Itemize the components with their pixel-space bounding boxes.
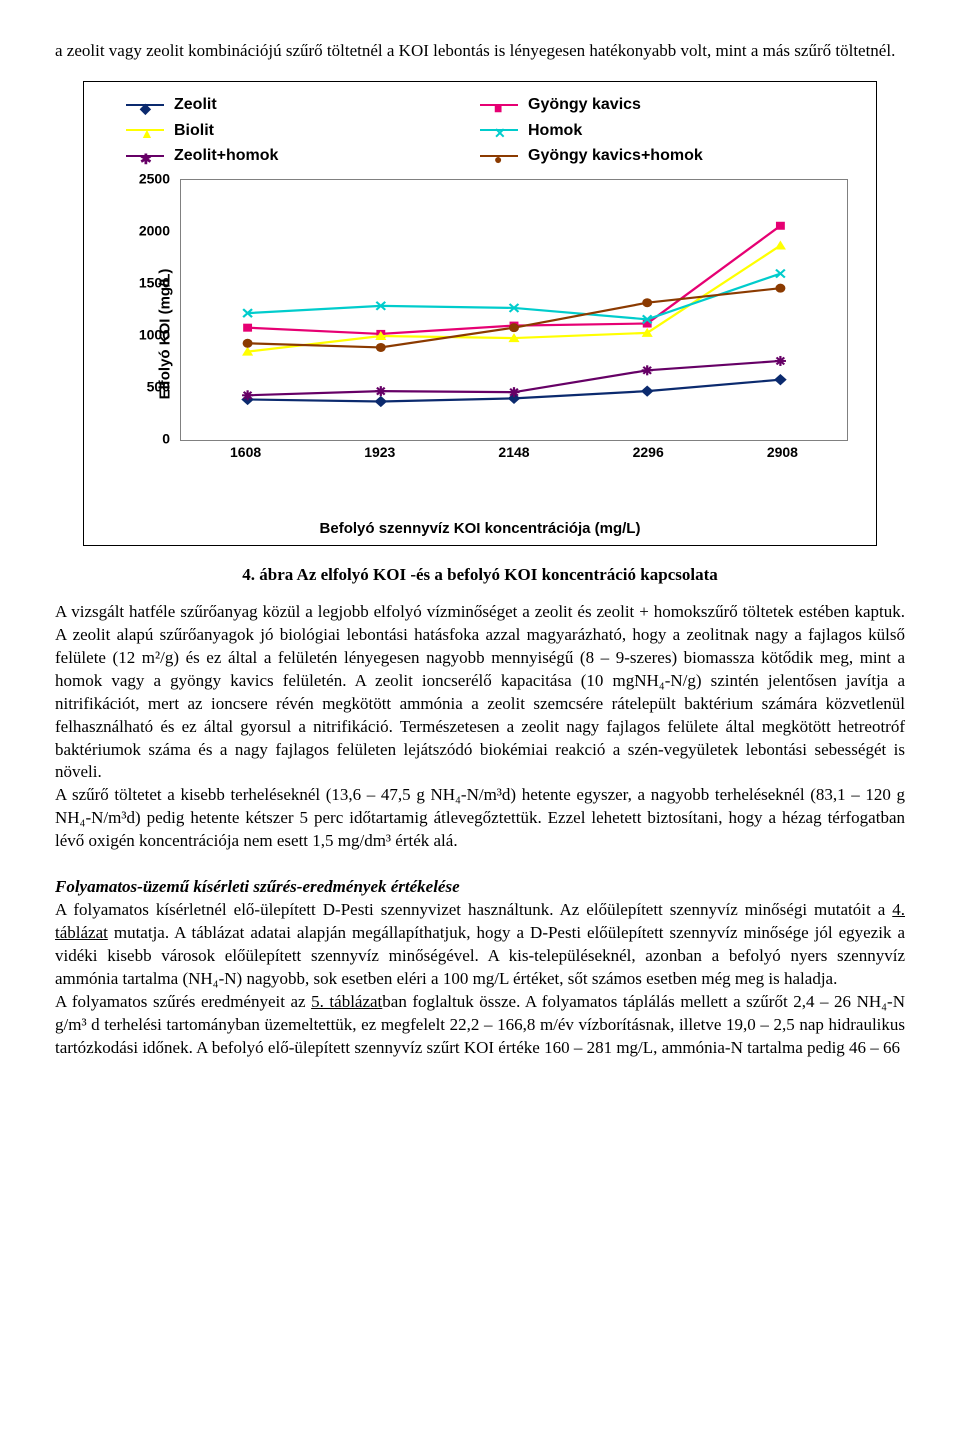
ytick: 1000: [139, 325, 170, 344]
xtick: 2908: [767, 443, 798, 463]
chart-caption: 4. ábra Az elfolyó KOI -és a befolyó KOI…: [55, 564, 905, 587]
xtick: 1923: [364, 443, 395, 463]
paragraph-3: Folyamatos-üzemű kísérleti szűrés-eredmé…: [55, 853, 905, 991]
paragraph-2: A szűrő töltetet a kisebb terheléseknél …: [55, 784, 905, 853]
table5-ref: 5. táblázat: [311, 992, 382, 1011]
para4-a: A folyamatos szűrés eredményeit az: [55, 992, 311, 1011]
xtick: 2296: [633, 443, 664, 463]
legend-label: Biolit: [174, 120, 214, 142]
chart-plot: Elfolyó KOI (mg/L) 05001000150020002500 …: [136, 179, 854, 489]
chart-xticks: 1608 1923 2148 2296 2908: [180, 443, 848, 463]
legend-label: Gyöngy kavics+homok: [528, 145, 703, 167]
chart-xlabel: Befolyó szennyvíz KOI koncentrációja (mg…: [96, 519, 864, 539]
chart-yticks: 05001000150020002500: [136, 179, 176, 439]
legend-item: ✱Zeolit+homok: [126, 145, 480, 167]
ytick: 2500: [139, 169, 170, 188]
ytick: 500: [147, 377, 170, 396]
paragraph-1: A vizsgált hatféle szűrőanyag közül a le…: [55, 601, 905, 785]
chart-plot-area: [180, 179, 848, 441]
legend-label: Zeolit: [174, 94, 217, 116]
para3-b: mutatja. A táblázat adatai alapján megál…: [55, 923, 905, 988]
legend-item: ✕Homok: [480, 120, 834, 142]
legend-item: ●Gyöngy kavics+homok: [480, 145, 834, 167]
legend-label: Gyöngy kavics: [528, 94, 641, 116]
legend-label: Homok: [528, 120, 582, 142]
legend-item: ◆Zeolit: [126, 94, 480, 116]
intro-paragraph: a zeolit vagy zeolit kombinációjú szűrő …: [55, 40, 905, 63]
section-subhead: Folyamatos-üzemű kísérleti szűrés-eredmé…: [55, 877, 460, 896]
legend-item: ▲Biolit: [126, 120, 480, 142]
legend-item: ■Gyöngy kavics: [480, 94, 834, 116]
chart-svg: [181, 180, 847, 440]
ytick: 0: [162, 429, 170, 448]
para3-a: A folyamatos kísérletnél elő-ülepített D…: [55, 900, 892, 919]
chart-container: ◆Zeolit■Gyöngy kavics▲Biolit✕Homok✱Zeoli…: [83, 81, 877, 546]
legend-label: Zeolit+homok: [174, 145, 278, 167]
ytick: 2000: [139, 221, 170, 240]
xtick: 1608: [230, 443, 261, 463]
ytick: 1500: [139, 273, 170, 292]
paragraph-4: A folyamatos szűrés eredményeit az 5. tá…: [55, 991, 905, 1060]
chart-legend: ◆Zeolit■Gyöngy kavics▲Biolit✕Homok✱Zeoli…: [126, 94, 834, 171]
xtick: 2148: [498, 443, 529, 463]
